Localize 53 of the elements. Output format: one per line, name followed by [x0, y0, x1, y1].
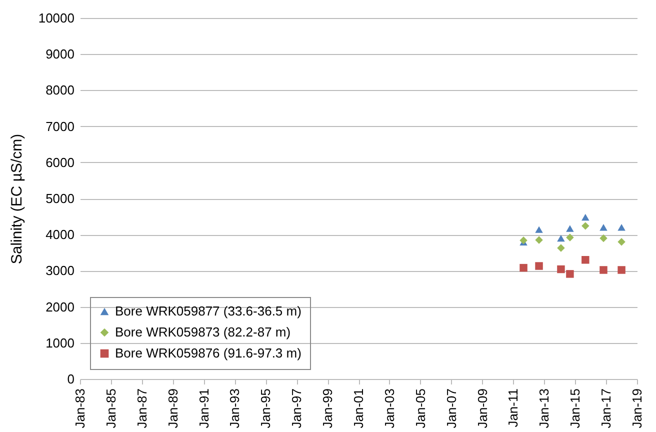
x-tick-label: Jan-99 [320, 388, 336, 428]
x-tick-label: Jan-03 [382, 388, 397, 428]
x-tick-label: Jan-91 [196, 388, 212, 428]
legend-label: Bore WRK059873 (82.2-87 m) [115, 324, 291, 340]
y-tick-label: 0 [67, 372, 74, 386]
x-tick-label: Jan-15 [568, 388, 583, 428]
x-tick-label: Jan-83 [72, 388, 88, 428]
point [557, 234, 565, 242]
point [566, 234, 574, 242]
x-tick-label: Jan-05 [412, 388, 428, 428]
legend-label: Bore WRK059877 (33.6-36.5 m) [115, 304, 302, 318]
x-tick-label: Jan-09 [474, 388, 490, 428]
x-tick-label: Jan-13 [536, 388, 552, 428]
legend-label: Bore WRK059876 (91.6-97.3 m) [115, 346, 302, 360]
point [535, 226, 543, 233]
point [557, 265, 565, 274]
y-tick-label: 7000 [46, 118, 74, 134]
x-tick-label: Jan-87 [134, 388, 150, 428]
point [582, 222, 590, 230]
y-tick-label: 8000 [46, 82, 74, 98]
y-tick-label: 10000 [38, 10, 74, 26]
point [557, 244, 565, 252]
x-tick-label: Jan-11 [506, 388, 521, 428]
y-tick-label: 2000 [46, 299, 74, 314]
x-tick-label: Jan-01 [351, 388, 366, 428]
y-tick-label: 5000 [46, 191, 74, 206]
x-tick-label: Jan-07 [444, 388, 459, 428]
point [535, 262, 543, 270]
x-tick-label: Jan-17 [598, 388, 614, 428]
point [582, 256, 590, 264]
point [520, 264, 528, 272]
point [600, 266, 608, 274]
x-tick-label: Jan-19 [630, 388, 644, 428]
x-tick-label: Jan-89 [165, 388, 180, 428]
point [618, 266, 626, 274]
y-tick-label: 4000 [46, 227, 74, 242]
x-tick-label: Jan-85 [103, 388, 118, 428]
point [618, 238, 626, 246]
point [600, 234, 608, 242]
point [618, 224, 626, 231]
point [566, 225, 574, 232]
point [582, 214, 590, 221]
point [535, 236, 543, 244]
x-tick-label: Jan-95 [258, 388, 274, 428]
y-tick-label: 9000 [46, 46, 74, 62]
y-tick-label: 3000 [46, 263, 74, 278]
x-tick-label: Jan-93 [227, 388, 242, 428]
x-tick-label: Jan-97 [289, 388, 304, 428]
y-tick-label: 1000 [46, 335, 74, 350]
y-tick-label: 6000 [46, 154, 74, 170]
point [600, 224, 608, 231]
y-axis-title: Salinity (EC µS/cm) [8, 134, 26, 264]
point [566, 270, 574, 278]
